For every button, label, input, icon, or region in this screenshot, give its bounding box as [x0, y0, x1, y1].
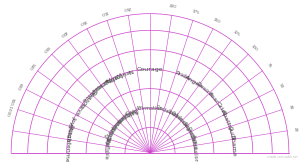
Text: 175: 175: [191, 9, 200, 16]
Text: 75: 75: [266, 63, 272, 69]
Text: Anger: Anger: [184, 75, 203, 88]
Text: Trust: Trust: [127, 107, 140, 116]
Text: Peace: Peace: [64, 123, 74, 143]
Text: Blame: Blame: [189, 134, 197, 150]
Text: Affirmation: Affirmation: [136, 106, 164, 111]
Text: Contempt: Contempt: [155, 104, 179, 118]
Text: Ineffable: Ineffable: [102, 138, 109, 160]
Text: Grief: Grief: [215, 101, 227, 117]
Text: 20: 20: [293, 127, 298, 132]
Text: Apathy: Apathy: [220, 109, 234, 132]
Text: 600: 600: [15, 81, 22, 90]
Text: Courage: Courage: [137, 67, 163, 72]
Text: Forgiveness: Forgiveness: [108, 107, 134, 130]
Text: humiliation: humiliation: [191, 135, 198, 162]
Text: Shame: Shame: [230, 135, 236, 157]
Text: 150: 150: [212, 18, 221, 25]
Text: Regret: Regret: [182, 121, 194, 138]
Text: Pride: Pride: [174, 70, 190, 81]
Text: 500: 500: [42, 44, 50, 53]
Text: Guilt: Guilt: [227, 125, 235, 141]
Text: Willingness: Willingness: [90, 70, 123, 93]
Text: 310: 310: [100, 9, 109, 16]
Text: criado com subli.net: criado com subli.net: [267, 155, 297, 159]
Text: Love: Love: [73, 101, 85, 117]
Text: Scorn: Scorn: [166, 109, 180, 120]
Text: Joy: Joy: [69, 115, 77, 126]
Text: 200: 200: [169, 5, 177, 10]
Text: Understanding: Understanding: [103, 108, 130, 139]
Text: Serenity: Serenity: [103, 125, 115, 146]
Text: Fear: Fear: [207, 92, 220, 105]
Text: Despair: Despair: [185, 126, 197, 145]
Text: 540: 540: [27, 62, 35, 70]
Text: 125: 125: [232, 29, 241, 37]
Text: 30: 30: [287, 104, 293, 110]
Text: 100: 100: [250, 44, 258, 53]
Text: Reason: Reason: [77, 88, 96, 109]
Text: Neutrality: Neutrality: [103, 67, 134, 84]
Text: 350: 350: [79, 18, 88, 25]
Text: 250: 250: [123, 5, 131, 10]
Text: Acceptance: Acceptance: [80, 75, 112, 103]
Text: 50: 50: [278, 82, 284, 89]
Text: Desire: Desire: [195, 81, 213, 98]
Text: Anxiety: Anxiety: [176, 115, 192, 132]
Text: Craving: Craving: [170, 111, 188, 127]
Text: 400: 400: [59, 29, 68, 37]
Text: Bliss: Bliss: [103, 136, 110, 148]
Text: Reverence: Reverence: [103, 117, 121, 142]
Text: Optimism: Optimism: [115, 106, 138, 123]
Text: Enlightenment: Enlightenment: [63, 123, 71, 162]
Text: 700-1000: 700-1000: [5, 97, 15, 117]
